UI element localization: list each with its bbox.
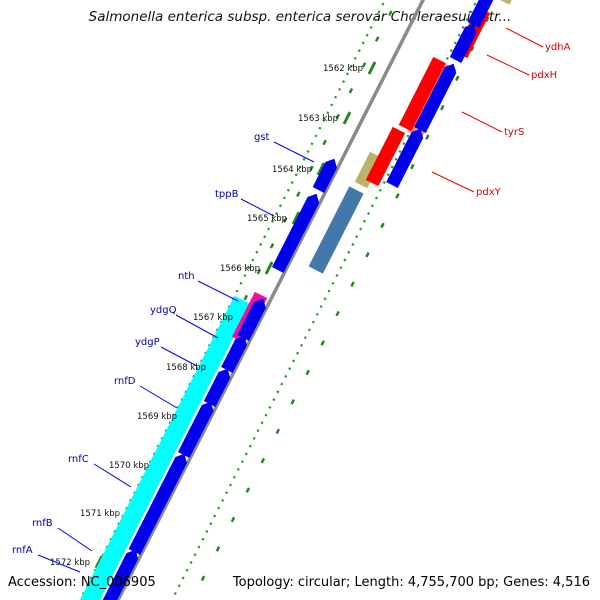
gene-leader-tppB bbox=[240, 198, 275, 217]
tick-mark bbox=[291, 211, 301, 225]
labels-layer: 1562 kbp 1563 kbp 1564 kbp 1565 kbp 1566 kbp… bbox=[12, 27, 571, 573]
gene-label-rnfD: rnfD bbox=[114, 376, 136, 387]
reverse-gene-pdxY bbox=[386, 128, 424, 188]
gene-label-tyrS: tyrS bbox=[504, 127, 524, 138]
tick-mark bbox=[367, 61, 377, 75]
forward-gene-nth bbox=[251, 298, 266, 313]
gene-leader-rnfD bbox=[139, 385, 178, 409]
gene-leader-pdxY bbox=[431, 171, 475, 193]
cog-rnf-operon bbox=[186, 342, 227, 400]
tick-label: 1563 kbp bbox=[298, 114, 338, 124]
reverse-gene-pdxH bbox=[449, 23, 477, 63]
forward-gene-ydgP bbox=[221, 335, 247, 373]
gene-label-rnfA: rnfA bbox=[12, 545, 33, 556]
forward-gene-rnfD bbox=[203, 368, 231, 407]
gene-leader-tyrS bbox=[461, 111, 503, 133]
gene-label-ydgP: ydgP bbox=[135, 337, 160, 348]
cog-rnf-operon bbox=[210, 295, 251, 352]
tick-label: 1566 kbp bbox=[220, 264, 260, 274]
gene-label-gst: gst bbox=[254, 132, 270, 143]
gene-leader-pdxH bbox=[486, 54, 530, 76]
feature-tracks-layer bbox=[79, 0, 512, 600]
cog-ydhA-end bbox=[500, 0, 512, 5]
cog-pdxY bbox=[365, 126, 406, 187]
reverse-gene-ydhA bbox=[467, 0, 494, 28]
cog-pdxH bbox=[398, 56, 446, 132]
forward-gene-rnfB bbox=[128, 453, 187, 555]
tick-mark bbox=[94, 555, 104, 569]
gene-leader-rnfB bbox=[57, 527, 93, 552]
forward-gene-rnfA bbox=[102, 549, 139, 600]
gene-leader-nth bbox=[197, 280, 239, 302]
accession-text: Accession: NC_006905 bbox=[8, 575, 156, 590]
gene-leader-ydgQ bbox=[175, 314, 219, 339]
reverse-gene-tyrS bbox=[414, 63, 457, 133]
forward-gene-tppB bbox=[271, 193, 320, 273]
tick-label: 1571 kbp bbox=[80, 509, 120, 519]
cog-tppB bbox=[308, 186, 364, 274]
gene-label-ydgQ: ydgQ bbox=[150, 305, 177, 316]
gene-leader-gst bbox=[273, 141, 315, 163]
gene-label-tppB: tppB bbox=[215, 189, 239, 200]
tick-label: 1568 kbp bbox=[166, 363, 206, 373]
gene-label-pdxH: pdxH bbox=[531, 70, 557, 81]
gene-label-pdxY: pdxY bbox=[476, 187, 502, 198]
tick-mark bbox=[264, 261, 274, 275]
tick-label: 1569 kbp bbox=[137, 412, 177, 422]
tick-label: 1562 kbp bbox=[323, 64, 363, 74]
forward-gene-rnfC bbox=[177, 401, 214, 458]
forward-gene-gst bbox=[312, 158, 337, 193]
tick-label: 1564 kbp bbox=[272, 165, 312, 175]
gene-leader-ydhA bbox=[505, 27, 544, 48]
gene-label-nth: nth bbox=[178, 271, 195, 282]
tick-mark bbox=[342, 111, 352, 125]
cog-rnf-operon bbox=[79, 390, 203, 600]
gene-leader-rnfA bbox=[37, 554, 81, 573]
tick-label: 1565 kbp bbox=[247, 214, 287, 224]
tick-label: 1572 kbp bbox=[50, 558, 90, 568]
forward-gene-ydgQ bbox=[237, 301, 265, 341]
gene-leader-ydgP bbox=[160, 346, 198, 367]
gene-label-rnfC: rnfC bbox=[68, 454, 89, 465]
topology-text: Topology: circular; Length: 4,755,700 bp… bbox=[232, 575, 590, 590]
gene-label-rnfB: rnfB bbox=[32, 518, 53, 529]
gene-label-ydhA: ydhA bbox=[545, 42, 571, 53]
tick-mark bbox=[316, 162, 326, 176]
backbone-line bbox=[116, 0, 426, 600]
tick-label: 1567 kbp bbox=[193, 313, 233, 323]
tick-label: 1570 kbp bbox=[109, 461, 149, 471]
map-title: Salmonella enterica subsp. enterica sero… bbox=[88, 9, 512, 25]
gene-leader-rnfC bbox=[93, 463, 132, 488]
